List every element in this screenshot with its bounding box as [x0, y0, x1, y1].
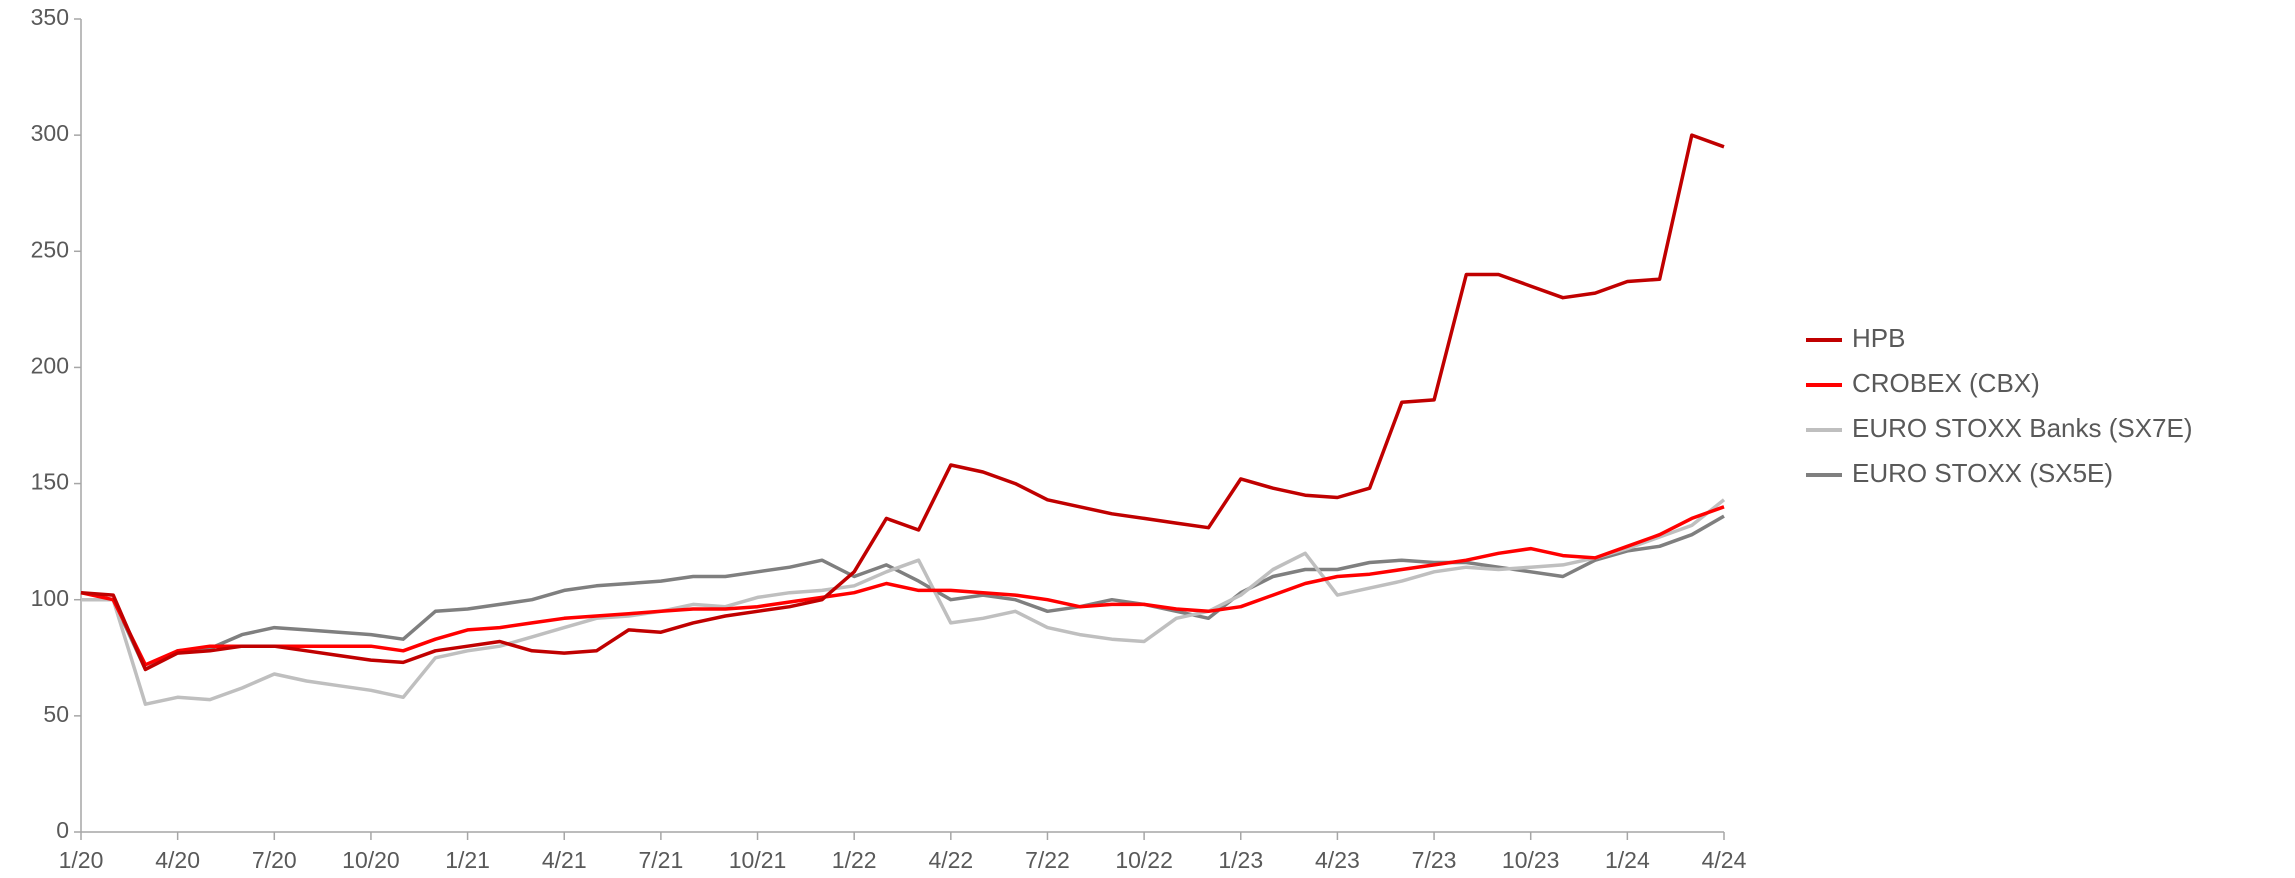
x-tick-label: 7/20 — [252, 847, 297, 873]
x-tick-label: 10/23 — [1502, 847, 1560, 873]
y-tick-label: 200 — [31, 353, 69, 379]
series-line — [80, 505, 1725, 667]
legend-label: HPB — [1852, 323, 1905, 353]
y-tick-label: 250 — [31, 236, 69, 262]
x-tick-label: 1/21 — [445, 847, 490, 873]
series-line — [80, 133, 1725, 672]
legend-label: EURO STOXX (SX5E) — [1852, 458, 2113, 488]
x-tick-label: 7/21 — [638, 847, 683, 873]
y-tick-label: 100 — [31, 585, 69, 611]
x-tick-label: 7/22 — [1025, 847, 1070, 873]
x-tick-label: 1/20 — [59, 847, 104, 873]
legend-label: CROBEX (CBX) — [1852, 368, 2040, 398]
x-tick-label: 1/22 — [832, 847, 877, 873]
series-line — [81, 498, 1726, 706]
legend-label: EURO STOXX Banks (SX7E) — [1852, 413, 2193, 443]
x-tick-label: 10/21 — [729, 847, 787, 873]
y-tick-label: 350 — [31, 4, 69, 30]
x-tick-label: 7/23 — [1412, 847, 1457, 873]
y-tick-label: 50 — [43, 701, 69, 727]
x-tick-label: 4/23 — [1315, 847, 1360, 873]
x-tick-label: 4/21 — [542, 847, 587, 873]
y-tick-label: 0 — [56, 817, 69, 843]
x-tick-label: 10/22 — [1115, 847, 1173, 873]
x-tick-label: 10/20 — [342, 847, 400, 873]
x-tick-label: 1/23 — [1218, 847, 1263, 873]
x-tick-label: 4/20 — [155, 847, 200, 873]
y-tick-label: 150 — [31, 469, 69, 495]
y-tick-label: 300 — [31, 120, 69, 146]
x-tick-label: 4/24 — [1702, 847, 1747, 873]
x-tick-label: 1/24 — [1605, 847, 1650, 873]
x-tick-label: 4/22 — [928, 847, 973, 873]
